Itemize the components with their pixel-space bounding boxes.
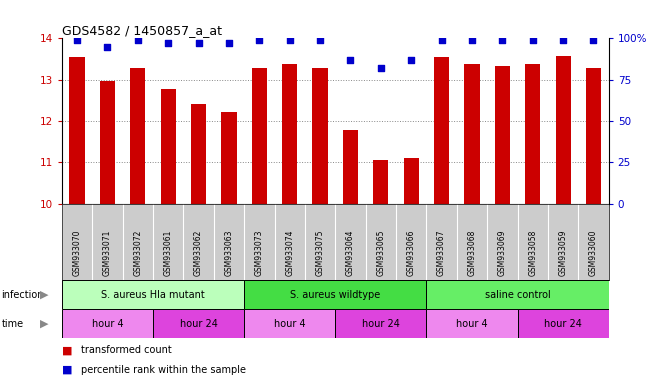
Bar — [244, 309, 335, 338]
Text: GSM933060: GSM933060 — [589, 229, 598, 276]
Text: ■: ■ — [62, 365, 72, 375]
Text: GSM933062: GSM933062 — [194, 229, 203, 276]
Bar — [518, 309, 609, 338]
Text: hour 24: hour 24 — [362, 318, 400, 329]
Point — [345, 57, 355, 63]
Bar — [335, 309, 426, 338]
Bar — [161, 89, 176, 204]
Point — [436, 37, 447, 43]
Text: GSM933070: GSM933070 — [72, 229, 81, 276]
Text: GSM933069: GSM933069 — [498, 229, 507, 276]
Text: GSM933063: GSM933063 — [225, 229, 234, 276]
Bar — [244, 280, 426, 309]
Text: ■: ■ — [62, 345, 72, 355]
Bar — [426, 280, 609, 309]
Bar — [464, 64, 480, 204]
Text: GSM933073: GSM933073 — [255, 229, 264, 276]
Point — [72, 37, 82, 43]
Text: GSM933067: GSM933067 — [437, 229, 446, 276]
Bar — [343, 130, 358, 204]
Bar — [586, 68, 601, 204]
Bar — [404, 158, 419, 204]
Text: saline control: saline control — [485, 290, 550, 300]
Text: ▶: ▶ — [40, 290, 49, 300]
Text: GSM933059: GSM933059 — [559, 229, 568, 276]
Bar — [312, 68, 327, 204]
Text: ▶: ▶ — [40, 318, 49, 329]
Point — [527, 37, 538, 43]
Bar — [525, 64, 540, 204]
Text: GSM933065: GSM933065 — [376, 229, 385, 276]
Text: time: time — [1, 318, 23, 329]
Text: GSM933061: GSM933061 — [163, 229, 173, 276]
Text: GSM933074: GSM933074 — [285, 229, 294, 276]
Point — [467, 37, 477, 43]
Text: GSM933064: GSM933064 — [346, 229, 355, 276]
Point — [406, 57, 417, 63]
Text: GSM933058: GSM933058 — [528, 229, 537, 276]
Point — [315, 37, 326, 43]
Text: hour 4: hour 4 — [92, 318, 123, 329]
Point — [376, 65, 386, 71]
Text: percentile rank within the sample: percentile rank within the sample — [81, 365, 246, 375]
Text: S. aureus wildtype: S. aureus wildtype — [290, 290, 380, 300]
Point — [163, 40, 173, 46]
Bar — [434, 57, 449, 204]
Point — [133, 37, 143, 43]
Text: S. aureus Hla mutant: S. aureus Hla mutant — [101, 290, 205, 300]
Point — [589, 37, 599, 43]
Point — [224, 40, 234, 46]
Bar — [62, 280, 244, 309]
Bar — [373, 160, 389, 204]
Text: GSM933075: GSM933075 — [316, 229, 325, 276]
Text: GSM933072: GSM933072 — [133, 229, 143, 276]
Bar — [130, 68, 145, 204]
Text: GSM933071: GSM933071 — [103, 229, 112, 276]
Bar — [426, 309, 518, 338]
Bar — [495, 66, 510, 204]
Point — [284, 37, 295, 43]
Text: GDS4582 / 1450857_a_at: GDS4582 / 1450857_a_at — [62, 24, 222, 37]
Bar — [221, 112, 236, 204]
Text: hour 24: hour 24 — [544, 318, 582, 329]
Bar — [70, 57, 85, 204]
Text: GSM933066: GSM933066 — [407, 229, 416, 276]
Bar — [191, 104, 206, 204]
Text: GSM933068: GSM933068 — [467, 229, 477, 276]
Bar — [153, 309, 244, 338]
Point — [558, 37, 568, 43]
Bar — [252, 68, 267, 204]
Point — [193, 40, 204, 46]
Point — [254, 37, 264, 43]
Point — [102, 43, 113, 50]
Bar — [555, 56, 571, 204]
Text: hour 24: hour 24 — [180, 318, 217, 329]
Text: hour 4: hour 4 — [274, 318, 305, 329]
Text: hour 4: hour 4 — [456, 318, 488, 329]
Bar — [282, 64, 298, 204]
Text: infection: infection — [1, 290, 44, 300]
Bar — [100, 81, 115, 204]
Point — [497, 37, 508, 43]
Bar — [62, 309, 153, 338]
Text: transformed count: transformed count — [81, 345, 172, 355]
